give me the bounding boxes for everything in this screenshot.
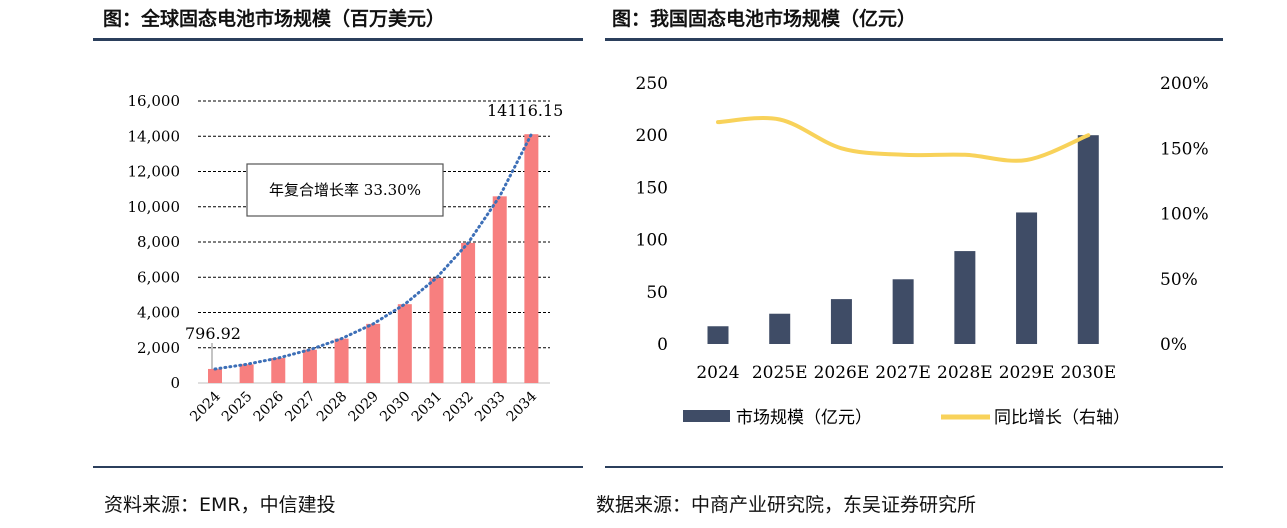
right-bar-2026E (830, 299, 852, 344)
left-xtick-label: 2033 (472, 389, 509, 426)
right-growth-line (716, 116, 1091, 163)
right-legend-line-label: 同比增长（右轴） (994, 408, 1130, 428)
left-ytick-label: 2,000 (137, 339, 180, 357)
right-xtick-label: 2025E (752, 363, 808, 383)
left-xtick-label: 2028 (314, 389, 351, 426)
left-bar-2029 (366, 323, 381, 383)
left-bar-2028 (334, 338, 349, 383)
right-bar-2029E (1016, 212, 1038, 344)
left-cagr-label: 年复合增长率 33.30% (269, 181, 421, 199)
left-xtick-label: 2031 (409, 389, 446, 426)
right-ytick-label: 100 (636, 231, 668, 251)
right-bottom-rule (605, 466, 1223, 468)
right-bar-2028E (954, 251, 976, 344)
right-chart: 0 50 100 150 200 250 0% 50% 100% 150% 200% 2024 2025… (636, 74, 1209, 428)
left-bar-2027 (302, 349, 317, 383)
right-y2tick-label: 100% (1160, 205, 1209, 225)
left-ytick-label: 14,000 (128, 127, 181, 145)
left-xtick-label: 2026 (251, 388, 288, 425)
left-xtick-label: 2024 (187, 388, 224, 425)
left-chart: 0 2,000 4,000 6,000 8,000 10,000 12,000 14,000 1… (128, 92, 564, 426)
left-bar-2032 (461, 242, 476, 383)
left-bar-2030 (397, 304, 412, 383)
left-title-rule (93, 38, 583, 41)
left-ytick-label: 12,000 (128, 163, 181, 181)
left-source: 资料来源：EMR，中信建投 (104, 494, 336, 516)
right-y2tick-label: 200% (1160, 74, 1209, 94)
left-bar-2026 (271, 358, 286, 383)
left-xtick-label: 2030 (377, 389, 414, 426)
left-ytick-label: 16,000 (128, 92, 181, 110)
left-panel: 图：全球固态电池市场规模（百万美元） 0 2,000 4,000 6,000 8,000… (0, 0, 600, 528)
left-bar-2034 (524, 134, 539, 383)
right-legend-bar-swatch (683, 410, 730, 422)
left-ytick-label: 6,000 (137, 268, 180, 286)
right-ytick-label: 200 (636, 126, 668, 146)
left-data-label-first: 796.92 (185, 324, 241, 343)
right-xtick-label: 2029E (999, 363, 1055, 383)
left-chart-title: 图：全球固态电池市场规模（百万美元） (103, 8, 446, 30)
left-xtick-label: 2027 (282, 389, 319, 426)
left-xtick-label: 2034 (504, 388, 541, 425)
right-title-rule (605, 38, 1223, 41)
right-xtick-label: 2027E (875, 363, 931, 383)
left-cagr-box (246, 163, 444, 217)
right-panel: 图：我国固态电池市场规模（亿元） 0 50 100 150 200 250 0% 50% 100… (596, 0, 1287, 528)
right-source: 数据来源：中商产业研究院，东吴证券研究所 (596, 494, 977, 516)
left-xtick-label: 2029 (345, 389, 382, 426)
left-bar-2024 (208, 368, 222, 383)
right-bar-2024 (707, 326, 729, 344)
right-y2tick-label: 50% (1160, 270, 1198, 290)
right-bar-2027E (892, 279, 914, 344)
right-legend-bar-label: 市场规模（亿元） (736, 408, 872, 428)
left-xtick-label: 2025 (219, 389, 256, 426)
right-xtick-label: 2024 (696, 363, 739, 383)
right-xtick-label: 2026E (814, 363, 870, 383)
left-bar-2033 (492, 196, 507, 383)
right-ytick-label: 250 (636, 74, 668, 94)
left-ytick-label: 4,000 (137, 304, 180, 322)
right-y2tick-label: 150% (1160, 139, 1209, 159)
left-trendline (213, 132, 533, 371)
left-bottom-rule (93, 466, 583, 468)
right-ytick-label: 150 (636, 178, 668, 198)
right-bar-2030E (1077, 135, 1099, 344)
left-bar-2025 (239, 364, 254, 383)
left-xtick-label: 2032 (440, 389, 477, 426)
right-ytick-label: 50 (646, 283, 668, 303)
left-ytick-label: 10,000 (128, 198, 181, 216)
left-ytick-label: 0 (170, 374, 180, 392)
left-bar-2031 (429, 277, 444, 383)
left-data-label-last: 14116.15 (487, 101, 563, 120)
right-ytick-label: 0 (657, 335, 668, 355)
right-chart-title: 图：我国固态电池市场规模（亿元） (612, 8, 917, 30)
right-bar-2025E (769, 313, 791, 344)
right-xtick-label: 2028E (937, 363, 993, 383)
right-xtick-label: 2030E (1060, 363, 1116, 383)
left-ytick-label: 8,000 (137, 233, 180, 251)
right-y2tick-label: 0% (1160, 335, 1187, 355)
